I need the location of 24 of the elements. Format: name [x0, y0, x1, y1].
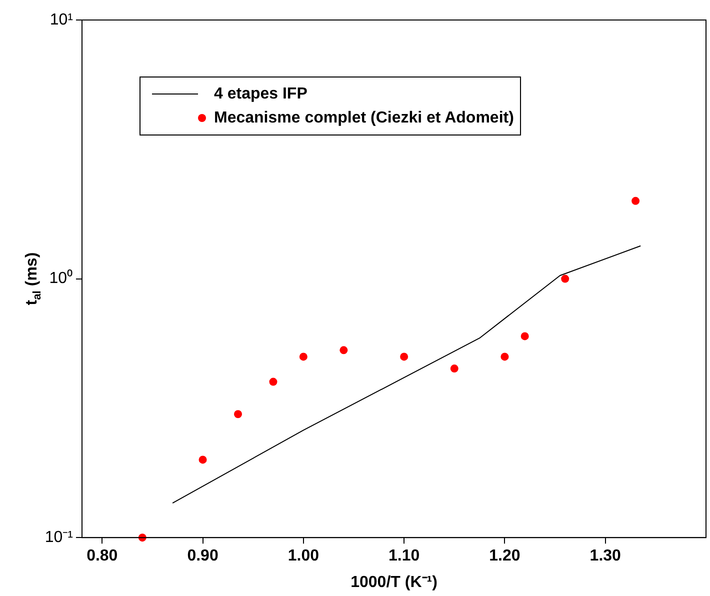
- x-tick-label: 1.30: [590, 548, 622, 565]
- x-tick-label: 1.10: [388, 548, 420, 565]
- x-tick-label: 0.90: [187, 548, 218, 565]
- y-tick-label: 10⁰: [49, 269, 73, 288]
- point: [234, 410, 242, 418]
- point: [500, 352, 509, 361]
- point: [632, 196, 640, 205]
- point: [400, 352, 408, 361]
- legend-label: 4 etapes IFP: [214, 85, 308, 102]
- point: [450, 364, 458, 373]
- point: [520, 332, 529, 340]
- point: [269, 378, 278, 386]
- point: [198, 456, 207, 464]
- y-tick-label: 10⁻¹: [44, 529, 73, 546]
- point: [561, 274, 570, 283]
- x-tick-label: 1.00: [288, 548, 320, 565]
- x-tick-label: 0.80: [86, 548, 118, 565]
- legend-label: Mecanisme complet (Ciezki et Adomeit): [214, 109, 514, 126]
- y-axis-title: tal (ms): [23, 252, 44, 306]
- x-axis-title: 1000/T (K⁻¹): [350, 574, 438, 591]
- x-tick-label: 1.20: [489, 548, 520, 565]
- y-tick-label: 10¹: [50, 11, 73, 28]
- point: [340, 346, 348, 354]
- point: [299, 352, 308, 361]
